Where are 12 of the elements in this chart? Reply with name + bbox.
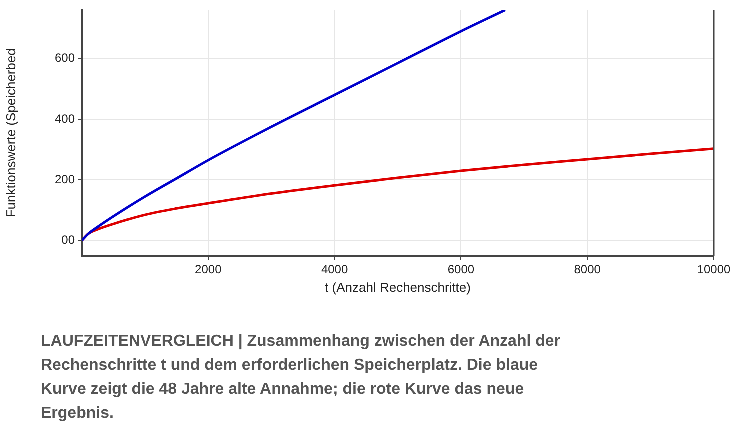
- y-tick-label: 400: [54, 112, 76, 126]
- x-tick-label: 6000: [448, 262, 475, 277]
- line-series: [82, 10, 507, 242]
- y-tick-label: 200: [54, 172, 76, 186]
- x-tick-label: 2000: [195, 262, 222, 277]
- y-tick-label: 600: [54, 51, 76, 66]
- x-tick-label: 10000: [697, 262, 732, 277]
- y-tick-label: 00: [62, 233, 76, 248]
- x-tick-label: 4000: [321, 262, 348, 277]
- x-tick-label: 8000: [574, 262, 602, 277]
- x-axis-title: t (Anzahl Rechenschritte): [325, 280, 471, 295]
- y-axis-title: Funktionswerte (Speicherbed: [3, 48, 18, 218]
